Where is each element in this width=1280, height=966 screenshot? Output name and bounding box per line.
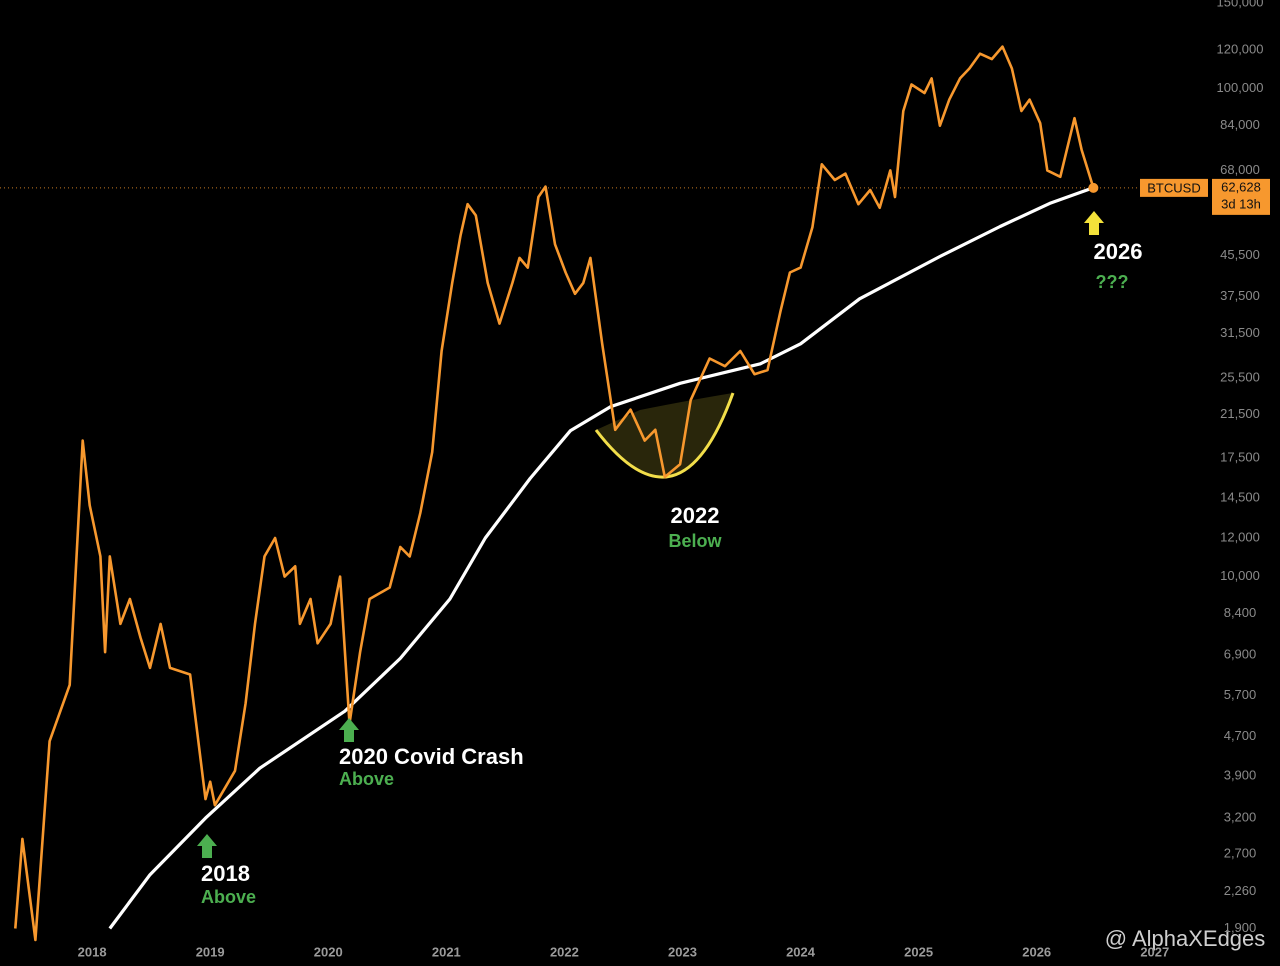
y-tick-label: 8,400 [1224, 605, 1257, 620]
y-tick-label: 37,500 [1220, 288, 1260, 303]
y-tick-label: 31,500 [1220, 325, 1260, 340]
annotation-note: Above [201, 887, 256, 907]
symbol-box [1140, 178, 1208, 197]
y-tick-label: 5,700 [1224, 687, 1257, 702]
y-tick-label: 120,000 [1217, 42, 1264, 57]
y-tick-label: 3,900 [1224, 768, 1257, 783]
y-tick-label: 14,500 [1220, 489, 1260, 504]
moving-average-line [108, 187, 1091, 930]
symbol-label: BTCUSD [1147, 180, 1200, 195]
y-tick-label: 45,500 [1220, 247, 1260, 262]
x-tick-label: 2027 [1140, 944, 1169, 959]
annotation-title: 2026 [1094, 239, 1143, 264]
y-tick-label: 2,260 [1224, 883, 1257, 898]
x-tick-label: 2021 [432, 944, 461, 959]
annotation-title: 2022 [671, 503, 720, 528]
bowl-outline [594, 392, 735, 479]
annotation-arrow [339, 718, 359, 742]
y-tick-label: 17,500 [1220, 449, 1260, 464]
annotation-title: 2018 [201, 861, 250, 886]
y-tick-label: 100,000 [1217, 80, 1264, 95]
y-tick-label: 68,000 [1220, 162, 1260, 177]
y-tick-label: 3,200 [1224, 810, 1257, 825]
price-line [14, 45, 1095, 942]
y-tick-label: 150,000 [1217, 0, 1264, 9]
annotation-note: ??? [1096, 272, 1129, 292]
last-price-label: 62,628 [1221, 179, 1261, 194]
price-box [1212, 178, 1270, 215]
y-tick-label: 6,900 [1224, 647, 1257, 662]
x-tick-label: 2018 [78, 944, 107, 959]
x-tick-label: 2020 [314, 944, 343, 959]
x-tick-label: 2026 [1022, 944, 1051, 959]
y-tick-label: 4,700 [1224, 728, 1257, 743]
x-tick-label: 2025 [904, 944, 933, 959]
y-tick-label: 1,900 [1224, 920, 1257, 935]
y-tick-label: 21,500 [1220, 406, 1260, 421]
annotation-arrow [1084, 211, 1104, 235]
y-tick-label: 84,000 [1220, 117, 1260, 132]
x-tick-label: 2019 [196, 944, 225, 959]
y-tick-label: 25,500 [1220, 370, 1260, 385]
annotation-note: Below [668, 531, 722, 551]
watermark: @ AlphaXEdges [1105, 926, 1266, 951]
x-tick-label: 2023 [668, 944, 697, 959]
countdown-label: 3d 13h [1221, 196, 1261, 211]
annotation-title: 2020 Covid Crash [339, 744, 524, 769]
y-tick-label: 12,000 [1220, 529, 1260, 544]
y-tick-label: 2,700 [1224, 846, 1257, 861]
annotation-note: Above [339, 769, 394, 789]
last-price-dot [1088, 182, 1099, 193]
x-tick-label: 2022 [550, 944, 579, 959]
y-tick-label: 10,000 [1220, 568, 1260, 583]
annotation-arrow [197, 834, 217, 858]
x-tick-label: 2024 [786, 944, 816, 959]
